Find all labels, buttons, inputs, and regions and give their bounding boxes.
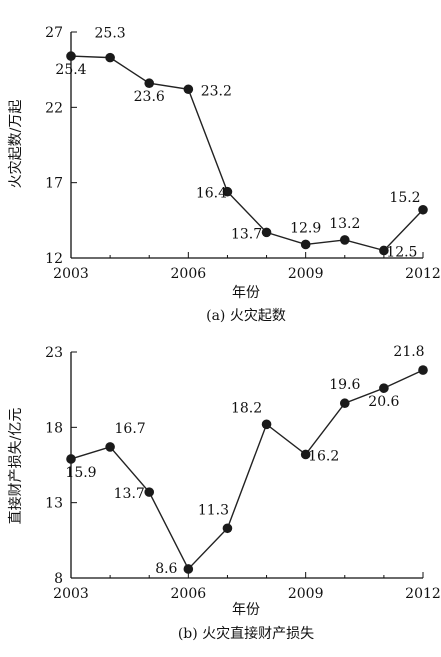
chart-fire-count-data-point	[66, 51, 76, 61]
chart-property-loss-data-point	[222, 523, 233, 534]
chart-property-loss-ylabel: 直接财产损失/亿元	[7, 408, 24, 525]
chart-property-loss-marks: 2003 2006 2009 2012 23 18 13 8 15.9 16.7 13.7 8.6 11…	[45, 344, 441, 602]
chart-property-loss-xlabel: 年份	[232, 602, 260, 618]
chart-fire-count-data-point	[379, 245, 389, 256]
chart-property-loss-series-line	[70, 369, 424, 571]
chart-property-loss-data-label: 16.7	[115, 421, 146, 437]
chart-property-loss: 2003 2006 2009 2012 23 18 13 8 15.9 16.7 13.7 8.6 11…	[7, 344, 441, 642]
chart-property-loss-data-label: 11.3	[198, 502, 229, 518]
chart-fire-count-x-tick-label: 2006	[171, 266, 207, 282]
chart-property-loss-data-label: 16.2	[308, 448, 339, 464]
chart-fire-count-data-point	[105, 52, 115, 63]
chart-property-loss-y-tick-label: 13	[45, 496, 63, 512]
chart-property-loss-data-point	[300, 449, 311, 460]
chart-property-loss-data-point	[183, 564, 194, 574]
chart-fire-count-data-label: 12.9	[290, 220, 321, 236]
chart-property-loss-data-point	[339, 398, 350, 409]
chart-property-loss-y-tick-label: 8	[54, 571, 63, 587]
chart-property-loss-data-point	[379, 383, 389, 393]
chart-property-loss-y-tick-label: 23	[45, 345, 63, 361]
chart-fire-count-data-label: 23.6	[134, 89, 165, 105]
chart-property-loss-data-point	[66, 454, 76, 464]
chart-fire-count-data-label: 25.4	[55, 62, 86, 78]
chart-property-loss-x-tick-label: 2009	[288, 586, 324, 602]
chart-property-loss-x-tick-label: 2003	[53, 586, 89, 602]
chart-fire-count: 2003 2006 2009 2012 27 22 17 12 25.4 25.3 23.6 23.2…	[7, 25, 441, 324]
chart-fire-count-data-point	[144, 78, 155, 89]
chart-fire-count-data-label: 23.2	[201, 83, 232, 99]
chart-fire-count-data-point	[339, 235, 350, 245]
chart-property-loss-x-tick-label: 2012	[405, 586, 441, 602]
chart-property-loss-data-label: 20.6	[368, 394, 399, 410]
chart-fire-count-y-tick-label: 12	[45, 251, 63, 267]
chart-fire-count-y-tick-label: 17	[45, 176, 63, 192]
chart-fire-count-data-label: 12.5	[386, 244, 417, 260]
chart-fire-count-y-tick-label: 22	[45, 100, 63, 116]
chart-property-loss-data-label: 18.2	[231, 400, 262, 416]
chart-property-loss-data-point	[144, 487, 155, 497]
chart-property-loss-data-label: 8.6	[155, 561, 177, 577]
chart-fire-count-data-label: 25.3	[95, 26, 126, 42]
chart-fire-count-x-tick-label: 2003	[53, 266, 89, 282]
chart-property-loss-data-label: 19.6	[329, 377, 360, 393]
chart-property-loss-data-label: 15.9	[65, 465, 96, 481]
chart-fire-count-marks: 2003 2006 2009 2012 27 22 17 12 25.4 25.3 23.6 23.2…	[45, 25, 441, 282]
chart-fire-count-data-point	[183, 84, 194, 95]
chart-fire-count-data-label: 15.2	[389, 190, 420, 206]
chart-fire-count-data-label: 16.4	[196, 186, 227, 202]
chart-fire-count-x-tick-label: 2012	[405, 266, 441, 282]
chart-property-loss-data-point	[261, 419, 272, 430]
chart-fire-count-x-tick-label: 2009	[288, 266, 324, 282]
chart-property-loss-data-point	[418, 365, 428, 375]
chart-fire-count-data-point	[222, 186, 233, 197]
chart-fire-count-y-tick-label: 27	[45, 25, 63, 41]
chart-fire-count-series-line	[70, 55, 424, 252]
chart-fire-count-data-label: 13.7	[231, 226, 262, 242]
chart-fire-count-caption: (a) 火灾起数	[206, 307, 286, 324]
chart-property-loss-data-label: 13.7	[114, 486, 145, 502]
chart-property-loss-caption: (b) 火灾直接财产损失	[178, 625, 314, 642]
chart-property-loss-y-tick-label: 18	[45, 420, 63, 436]
chart-fire-count-ylabel: 火灾起数/万起	[7, 100, 24, 189]
chart-property-loss-data-point	[105, 442, 115, 452]
chart-fire-count-data-point	[418, 204, 428, 215]
chart-property-loss-x-tick-label: 2006	[171, 586, 207, 602]
chart-fire-count-xlabel: 年份	[232, 285, 260, 301]
chart-fire-count-data-point	[261, 227, 272, 238]
chart-property-loss-data-label: 21.8	[393, 344, 424, 360]
chart-fire-count-data-label: 13.2	[329, 216, 360, 232]
chart-fire-count-data-point	[300, 239, 311, 250]
